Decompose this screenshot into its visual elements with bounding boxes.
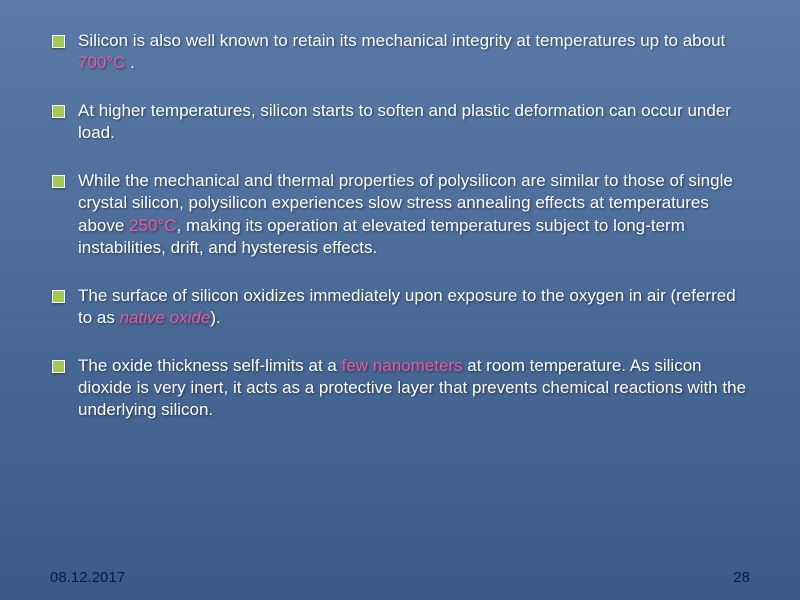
highlight-text: 250°C: [129, 216, 176, 235]
bullet-item: The surface of silicon oxidizes immediat…: [50, 285, 750, 329]
footer-date: 08.12.2017: [50, 569, 125, 586]
bullet-list: Silicon is also well known to retain its…: [50, 30, 750, 421]
bullet-item: At higher temperatures, silicon starts t…: [50, 100, 750, 144]
body-text: The oxide thickness self-limits at a: [78, 356, 342, 375]
body-text: .: [125, 53, 134, 72]
body-text: Silicon is also well known to retain its…: [78, 31, 725, 50]
bullet-item: Silicon is also well known to retain its…: [50, 30, 750, 74]
body-text: ).: [210, 308, 220, 327]
bullet-item: The oxide thickness self-limits at a few…: [50, 355, 750, 421]
slide-content: Silicon is also well known to retain its…: [0, 0, 800, 421]
highlight-text: native oxide: [120, 308, 211, 327]
body-text: At higher temperatures, silicon starts t…: [78, 101, 731, 142]
slide-footer: 08.12.2017 28: [0, 569, 800, 586]
highlight-text: few nanometers: [342, 356, 463, 375]
bullet-item: While the mechanical and thermal propert…: [50, 170, 750, 258]
highlight-text: 700°C: [78, 53, 125, 72]
footer-page: 28: [733, 569, 750, 586]
